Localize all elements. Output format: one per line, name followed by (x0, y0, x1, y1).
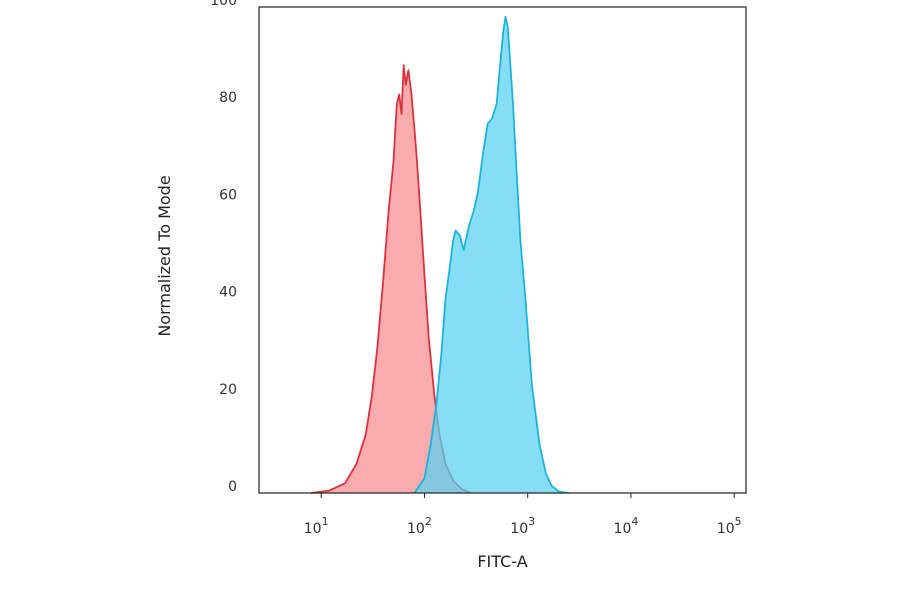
x-tick-label: 102 (407, 515, 432, 537)
x-tick-base: 10 (510, 521, 528, 537)
x-tick-label: 101 (304, 515, 329, 537)
x-tick-exponent: 4 (631, 515, 638, 528)
series-2-area (414, 16, 569, 493)
x-tick-exponent: 3 (528, 515, 535, 528)
x-tick-label: 104 (614, 515, 639, 537)
x-tick-exponent: 1 (322, 515, 329, 528)
series-2-line (413, 15, 569, 494)
series-1-area (311, 65, 471, 494)
x-tick-base: 10 (407, 521, 425, 537)
y-tick-label: 0 (228, 479, 237, 495)
x-tick-base: 10 (304, 521, 322, 537)
y-tick-label: 40 (219, 285, 237, 301)
y-tick-label: 20 (219, 382, 237, 398)
x-tick-base: 10 (614, 521, 632, 537)
x-tick-exponent: 2 (425, 515, 432, 528)
x-tick-label: 103 (510, 515, 535, 537)
y-tick-label: 100 (210, 0, 237, 9)
y-tick-label: 80 (219, 90, 237, 106)
x-tick-base: 10 (717, 521, 735, 537)
plot-area (311, 15, 569, 494)
x-tick-exponent: 5 (735, 515, 742, 528)
y-tick-label: 60 (219, 187, 237, 203)
x-axis-label: FITC-A (477, 552, 527, 571)
y-axis-ticks: 0 20 40 60 80 100 (210, 0, 237, 495)
plot-frame (258, 6, 747, 494)
y-axis-label: Normalized To Mode (155, 175, 174, 336)
x-tick-label: 105 (717, 515, 742, 537)
x-axis-ticks: 101 102 103 104 105 (304, 493, 742, 537)
